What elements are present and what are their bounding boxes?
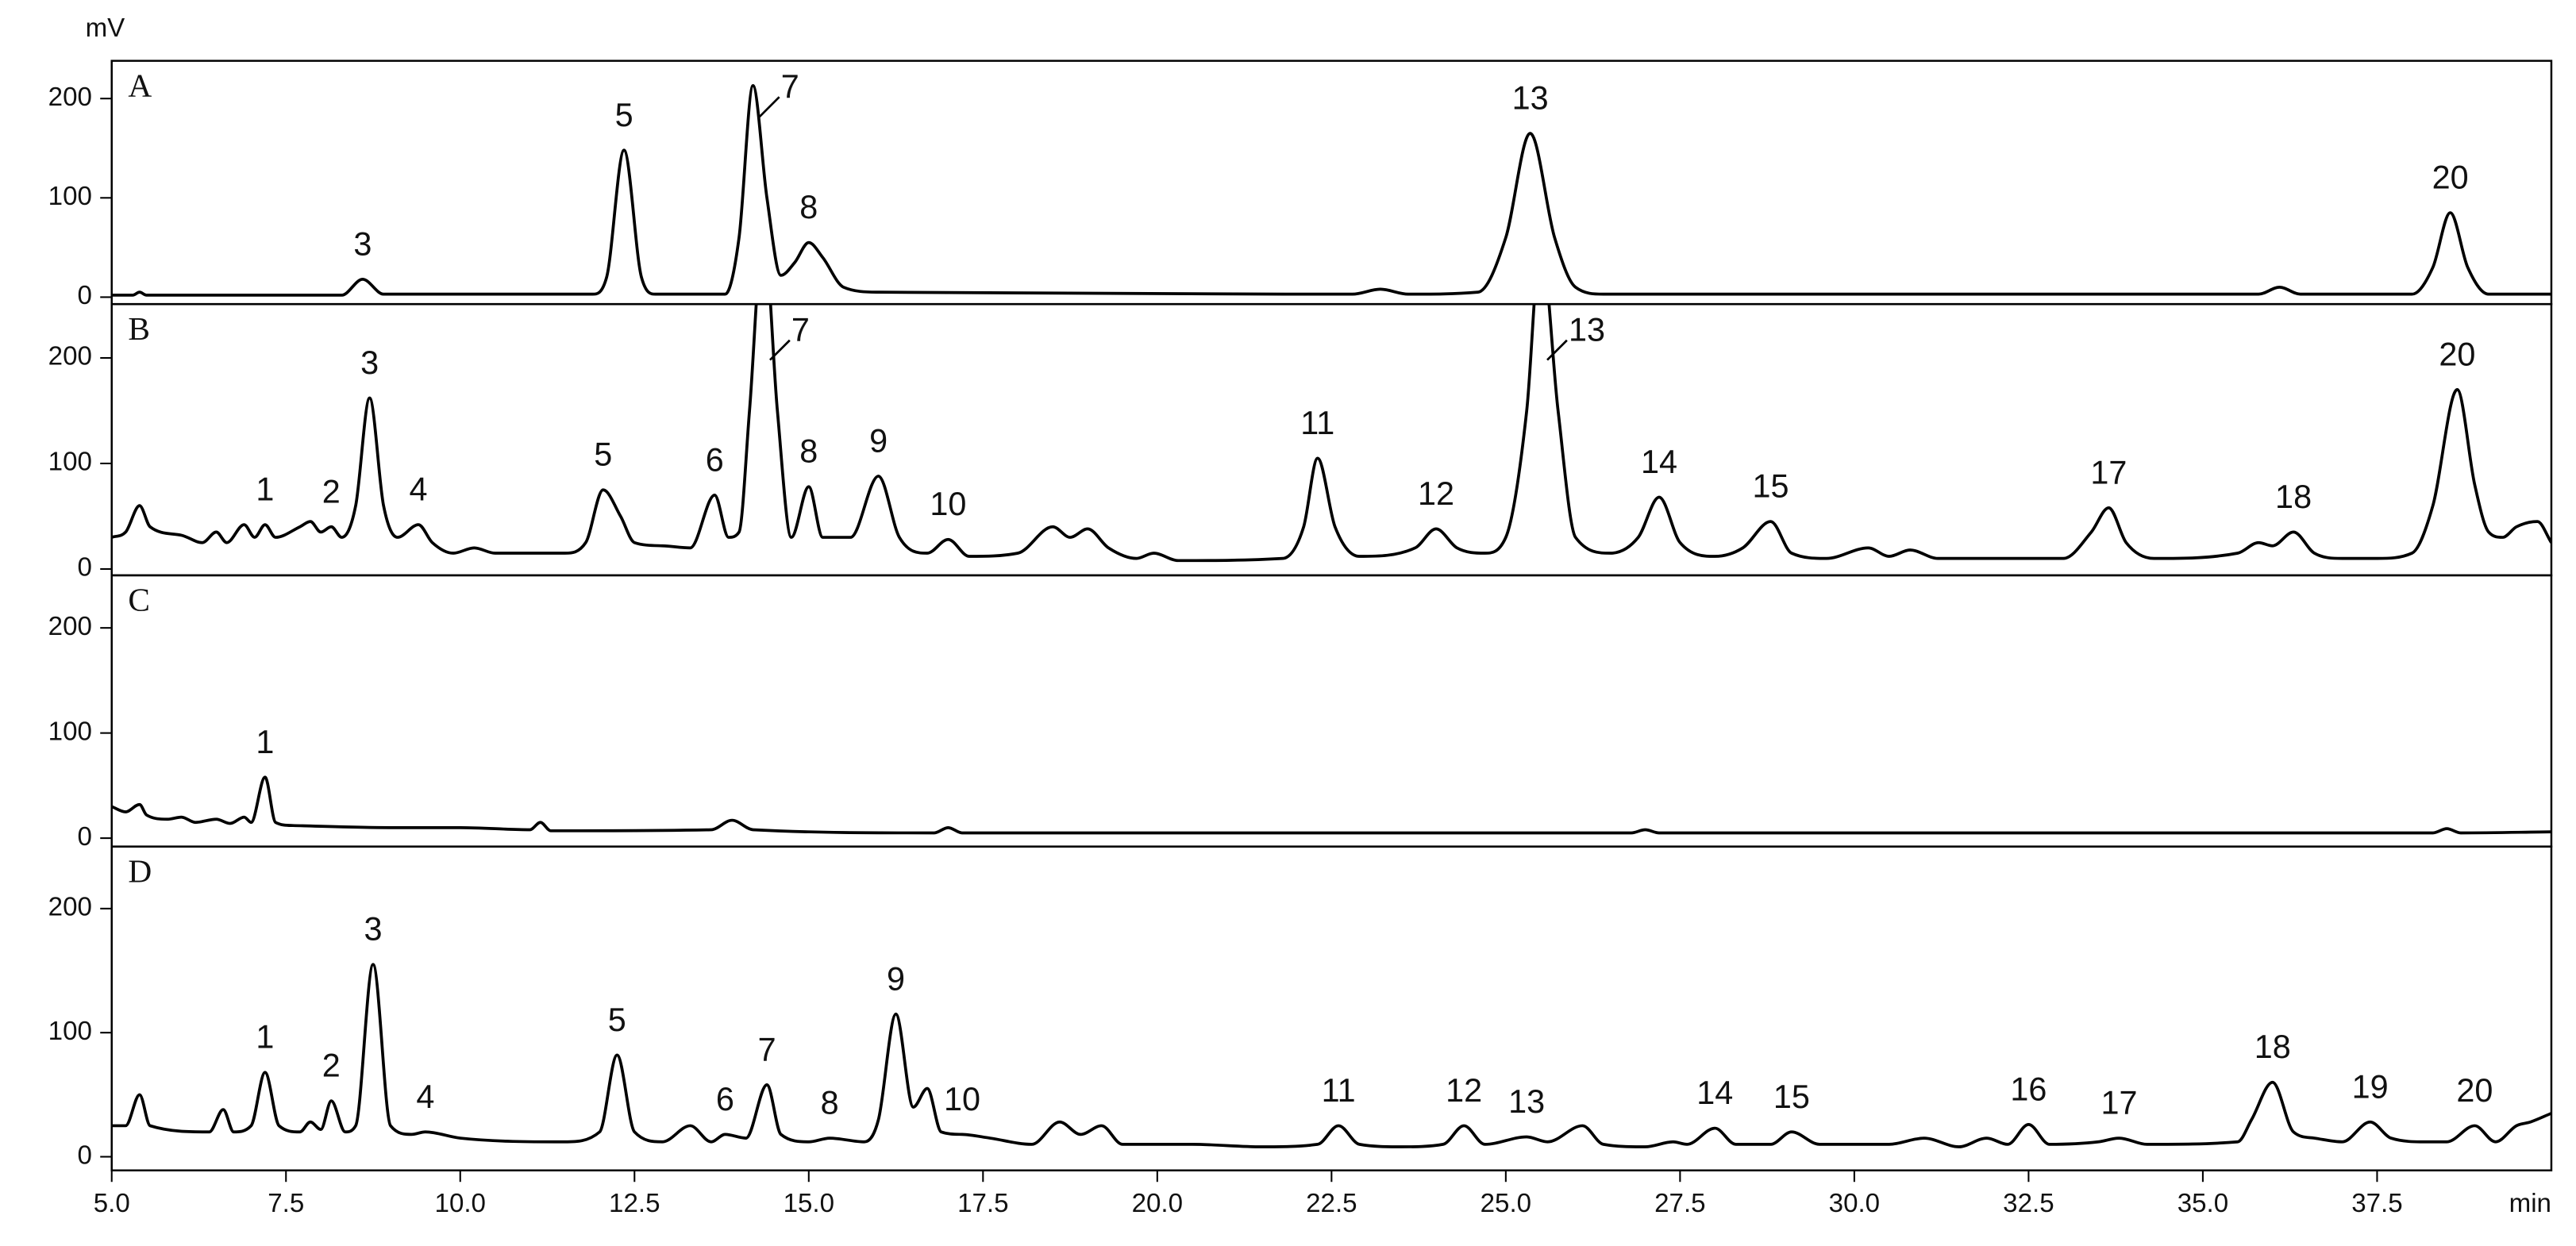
trace	[111, 304, 2551, 563]
peak-label: 5	[608, 1002, 626, 1038]
panel-label: C	[128, 582, 150, 618]
peak-label: 9	[869, 422, 888, 459]
peak-label: 15	[1773, 1079, 1810, 1115]
peak-label: 19	[2352, 1068, 2389, 1105]
peak-label: 7	[791, 311, 810, 348]
panel-label: A	[128, 67, 152, 103]
peak-label: 16	[2010, 1071, 2047, 1107]
peak-label: 6	[716, 1081, 734, 1117]
peak-label: 13	[1512, 79, 1549, 116]
peak-label: 14	[1696, 1075, 1733, 1111]
peak-label: 3	[353, 225, 372, 262]
x-tick-label: 30.0	[1829, 1189, 1880, 1218]
peak-label: 9	[887, 960, 905, 997]
x-tick-label: 12.5	[609, 1189, 660, 1218]
panel-label: D	[128, 852, 152, 889]
y-tick-label: 100	[48, 448, 92, 477]
y-tick-label: 0	[77, 1140, 91, 1170]
peak-label: 11	[1300, 405, 1334, 441]
peak-label: 18	[2275, 479, 2312, 515]
x-tick-label: 10.0	[435, 1189, 486, 1218]
peak-label: 3	[360, 344, 379, 381]
y-tick-label: 100	[48, 1017, 92, 1046]
x-tick-label: 7.5	[268, 1189, 304, 1218]
y-tick-label: 100	[48, 182, 92, 211]
x-tick-label: 22.5	[1306, 1189, 1357, 1218]
y-tick-label: 0	[77, 553, 91, 583]
peak-label: 11	[1322, 1072, 1356, 1109]
peak-label: 20	[2432, 160, 2469, 196]
peak-label: 5	[594, 436, 612, 473]
peak-label: 18	[2254, 1029, 2291, 1065]
panel-frame	[110, 845, 2553, 1171]
peak-label: 1	[256, 1019, 274, 1056]
x-tick-label: 5.0	[94, 1189, 130, 1218]
peak-label: 4	[416, 1079, 434, 1115]
peak-label: 4	[410, 471, 428, 508]
peak-label: 12	[1446, 1072, 1482, 1109]
peak-label: 14	[1641, 444, 1677, 480]
peak-label: 20	[2439, 336, 2475, 372]
peak-label: 7	[758, 1031, 776, 1067]
peak-label: 8	[799, 189, 818, 225]
peak-label: 3	[364, 911, 382, 948]
x-tick-label: 37.5	[2351, 1189, 2402, 1218]
peak-label: 8	[799, 433, 818, 470]
peak-label: 13	[1508, 1083, 1545, 1120]
y-tick-label: 0	[77, 281, 91, 310]
x-tick-label: 15.0	[784, 1189, 834, 1218]
panel-label: B	[128, 310, 150, 347]
peak-label: 1	[256, 471, 274, 508]
panel-frame	[110, 60, 2553, 306]
peak-label: 6	[706, 441, 724, 478]
x-tick-label: 35.0	[2177, 1189, 2228, 1218]
peak-label: 10	[930, 486, 966, 522]
x-tick-label: 17.5	[957, 1189, 1008, 1218]
y-tick-label: 200	[48, 83, 92, 112]
leader-line	[1546, 339, 1568, 361]
peak-label: 5	[615, 97, 633, 133]
panel-frame	[110, 574, 2553, 848]
trace	[111, 963, 2551, 1148]
peak-label: 15	[1753, 468, 1789, 505]
peak-label: 1	[256, 724, 274, 760]
x-tick-label: 20.0	[1132, 1189, 1183, 1218]
peak-label: 7	[781, 68, 799, 105]
x-tick-label: 25.0	[1481, 1189, 1531, 1218]
y-tick-label: 200	[48, 893, 92, 922]
peak-label: 20	[2456, 1072, 2493, 1109]
peak-label: 8	[821, 1085, 839, 1121]
peak-label: 2	[322, 473, 341, 510]
peak-label: 13	[1569, 311, 1605, 348]
x-axis-label: min	[2509, 1189, 2551, 1218]
trace	[111, 775, 2551, 835]
y-axis-label: mV	[86, 13, 125, 43]
leader-line	[758, 96, 780, 118]
peak-label: 2	[322, 1048, 341, 1084]
peak-label: 17	[2101, 1085, 2138, 1121]
leader-line	[769, 339, 791, 361]
peak-label: 10	[944, 1081, 980, 1117]
x-tick-label: 32.5	[2003, 1189, 2054, 1218]
y-tick-label: 200	[48, 612, 92, 641]
y-tick-label: 200	[48, 342, 92, 371]
peak-label: 12	[1418, 475, 1454, 512]
y-tick-label: 100	[48, 717, 92, 746]
y-tick-label: 0	[77, 822, 91, 852]
peak-label: 17	[2090, 454, 2127, 490]
x-tick-label: 27.5	[1654, 1189, 1705, 1218]
trace	[111, 84, 2551, 297]
